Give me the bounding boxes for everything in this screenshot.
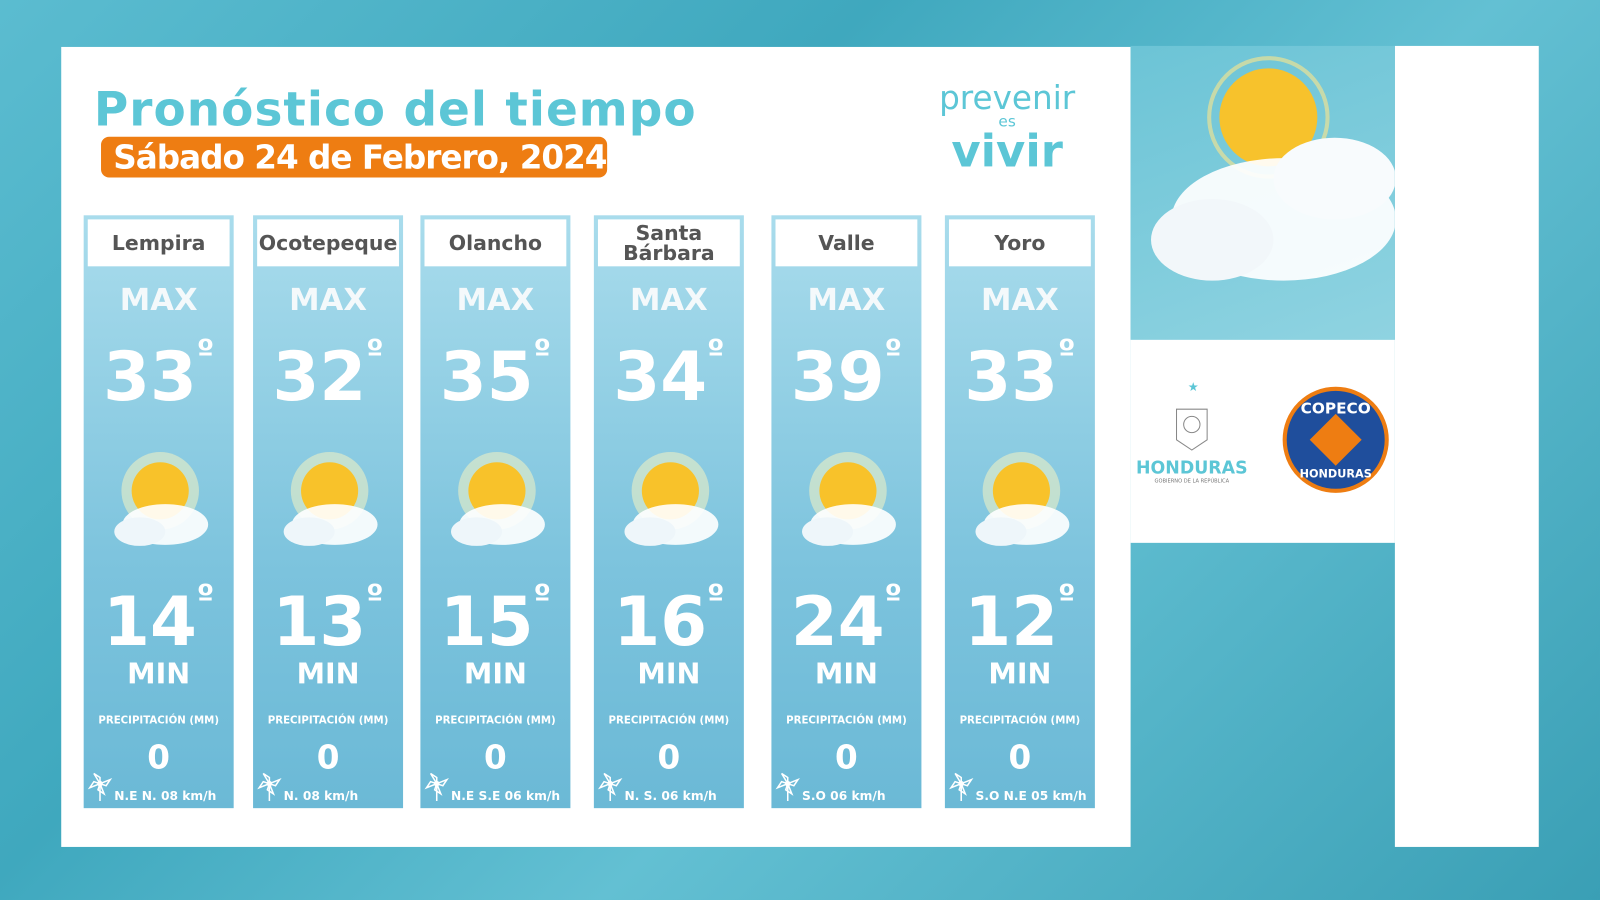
min-label: MIN <box>463 657 527 691</box>
precipitation-value: 0 <box>1008 737 1032 777</box>
honduras-government-logo: ★ HONDURAS GOBIERNO DE LA REPÚBLICA <box>1136 379 1248 485</box>
precipitation-label: PRECIPITACIÓN (MM) <box>267 715 389 727</box>
partly-sunny-icon <box>975 452 1070 546</box>
min-temp: 13º <box>272 578 384 662</box>
city-name: Lempira <box>87 219 230 267</box>
max-label: MAX <box>289 282 367 319</box>
min-label: MIN <box>296 657 360 691</box>
max-label: MAX <box>807 282 886 319</box>
city-card: Santa Bárbara MAX 34º 16º MIN PRECIPITAC… <box>593 215 744 809</box>
pinwheel-wind-icon <box>597 772 623 802</box>
logos-area: ★ HONDURAS GOBIERNO DE LA REPÚBLICA COPE… <box>1130 339 1395 543</box>
min-temp: 15º <box>439 578 551 662</box>
partly-sunny-icon <box>283 452 378 546</box>
max-label: MAX <box>629 282 708 319</box>
pinwheel-wind-icon <box>775 772 800 802</box>
max-label: MAX <box>119 282 198 319</box>
max-temp: 33º <box>964 333 1076 417</box>
city-card: Lempira MAX 33º 14º MIN PRECIPITACIÓN (M… <box>83 215 234 809</box>
precipitation-label: PRECIPITACIÓN (MM) <box>435 715 556 727</box>
city-name: Yoro <box>948 219 1091 267</box>
min-temp: 12º <box>964 578 1076 662</box>
city-name: Olancho <box>424 219 567 267</box>
pinwheel-wind-icon <box>87 772 113 802</box>
precipitation-value: 0 <box>147 737 171 777</box>
partly-sunny-icon <box>802 452 896 546</box>
precipitation-value: 0 <box>316 737 340 777</box>
date-banner: Sábado 24 de Febrero, 2024 <box>101 136 608 178</box>
wind-info: N. 08 km/h <box>283 788 359 804</box>
page-title: Pronóstico del tiempo <box>93 81 697 137</box>
min-temp: 16º <box>613 578 725 662</box>
wind-info: N.E N. 08 km/h <box>114 788 217 804</box>
wind-info: S.O N.E 05 km/h <box>975 788 1087 804</box>
city-name: Valle <box>775 219 918 267</box>
max-temp: 33º <box>103 333 215 417</box>
max-label: MAX <box>981 282 1059 319</box>
partly-sunny-icon <box>451 452 545 546</box>
prevenir-es-vivir-logo: prevenir es vivir <box>939 78 1076 178</box>
min-label: MIN <box>637 657 701 691</box>
city-card: Valle MAX 39º 24º MIN PRECIPITACIÓN (MM)… <box>771 215 922 809</box>
city-card: Yoro MAX 33º 12º MIN PRECIPITACIÓN (MM) … <box>944 215 1095 809</box>
min-temp: 24º <box>790 578 902 662</box>
wind-info: N.E S.E 06 km/h <box>451 788 561 804</box>
city-name: Ocotepeque <box>257 219 399 267</box>
max-temp: 35º <box>439 333 551 417</box>
precipitation-value: 0 <box>657 737 681 777</box>
pinwheel-wind-icon <box>257 772 282 802</box>
precipitation-value: 0 <box>484 737 507 777</box>
city-card: Olancho MAX 35º 15º MIN PRECIPITACIÓN (M… <box>420 215 571 809</box>
precipitation-label: PRECIPITACIÓN (MM) <box>959 715 1081 727</box>
min-label: MIN <box>127 657 191 691</box>
min-temp: 14º <box>103 578 215 662</box>
max-temp: 39º <box>790 333 902 417</box>
max-temp: 34º <box>613 333 725 417</box>
svg-text:★: ★ <box>1188 380 1199 394</box>
wind-info: N. S. 06 km/h <box>624 788 717 804</box>
precipitation-label: PRECIPITACIÓN (MM) <box>786 715 907 727</box>
copeco-logo: COPECO HONDURAS <box>1282 386 1389 493</box>
pinwheel-wind-icon <box>424 772 449 802</box>
min-label: MIN <box>814 657 878 691</box>
max-label: MAX <box>456 282 535 319</box>
wind-info: S.O 06 km/h <box>802 788 886 804</box>
sun-cloud-image <box>1130 45 1395 340</box>
min-label: MIN <box>988 657 1052 691</box>
partly-sunny-icon <box>114 452 209 546</box>
pinwheel-wind-icon <box>949 772 974 802</box>
max-temp: 32º <box>272 333 384 417</box>
decorative-block <box>1394 45 1539 847</box>
precipitation-label: PRECIPITACIÓN (MM) <box>608 715 730 727</box>
precipitation-label: PRECIPITACIÓN (MM) <box>98 715 219 727</box>
partly-sunny-icon <box>624 452 719 546</box>
city-card: Ocotepeque MAX 32º 13º MIN PRECIPITACIÓN… <box>253 215 404 809</box>
precipitation-value: 0 <box>835 737 858 777</box>
city-name: Santa Bárbara <box>597 219 740 267</box>
